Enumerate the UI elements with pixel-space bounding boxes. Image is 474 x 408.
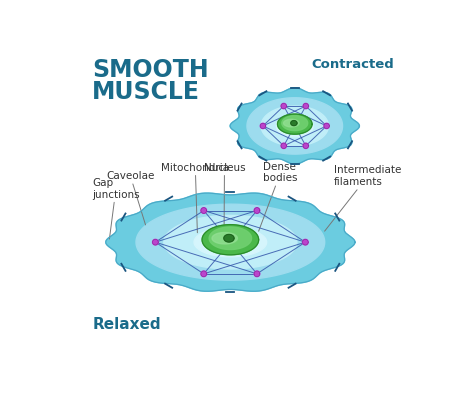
Polygon shape: [201, 208, 207, 213]
Polygon shape: [261, 106, 328, 146]
Polygon shape: [277, 114, 312, 134]
Polygon shape: [224, 235, 234, 242]
Text: Nucleus: Nucleus: [204, 163, 245, 231]
Polygon shape: [303, 143, 309, 149]
Text: Relaxed: Relaxed: [92, 317, 161, 332]
Polygon shape: [164, 215, 297, 269]
Polygon shape: [136, 204, 325, 280]
Polygon shape: [302, 239, 308, 245]
Polygon shape: [283, 119, 299, 127]
Text: Mitochondria: Mitochondria: [161, 163, 229, 233]
Polygon shape: [194, 228, 267, 257]
Polygon shape: [281, 103, 286, 109]
Polygon shape: [260, 123, 265, 129]
Text: Gap
junctions: Gap junctions: [92, 178, 140, 239]
Text: SMOOTH
MUSCLE: SMOOTH MUSCLE: [92, 58, 209, 104]
Polygon shape: [212, 233, 237, 244]
Polygon shape: [209, 227, 252, 250]
Text: Caveolae: Caveolae: [106, 171, 155, 225]
Polygon shape: [324, 123, 329, 129]
Polygon shape: [202, 225, 259, 255]
Text: Contracted: Contracted: [311, 58, 394, 71]
Polygon shape: [106, 193, 355, 291]
Text: Intermediate
filaments: Intermediate filaments: [325, 165, 401, 231]
Polygon shape: [291, 121, 297, 126]
Polygon shape: [254, 271, 260, 277]
Polygon shape: [230, 88, 359, 164]
Polygon shape: [153, 239, 158, 245]
Polygon shape: [281, 143, 286, 149]
Polygon shape: [276, 115, 313, 137]
Polygon shape: [201, 271, 207, 277]
Polygon shape: [254, 208, 260, 213]
Text: Dense
bodies: Dense bodies: [259, 162, 298, 231]
Polygon shape: [282, 115, 308, 131]
Polygon shape: [303, 103, 309, 109]
Polygon shape: [247, 98, 343, 154]
